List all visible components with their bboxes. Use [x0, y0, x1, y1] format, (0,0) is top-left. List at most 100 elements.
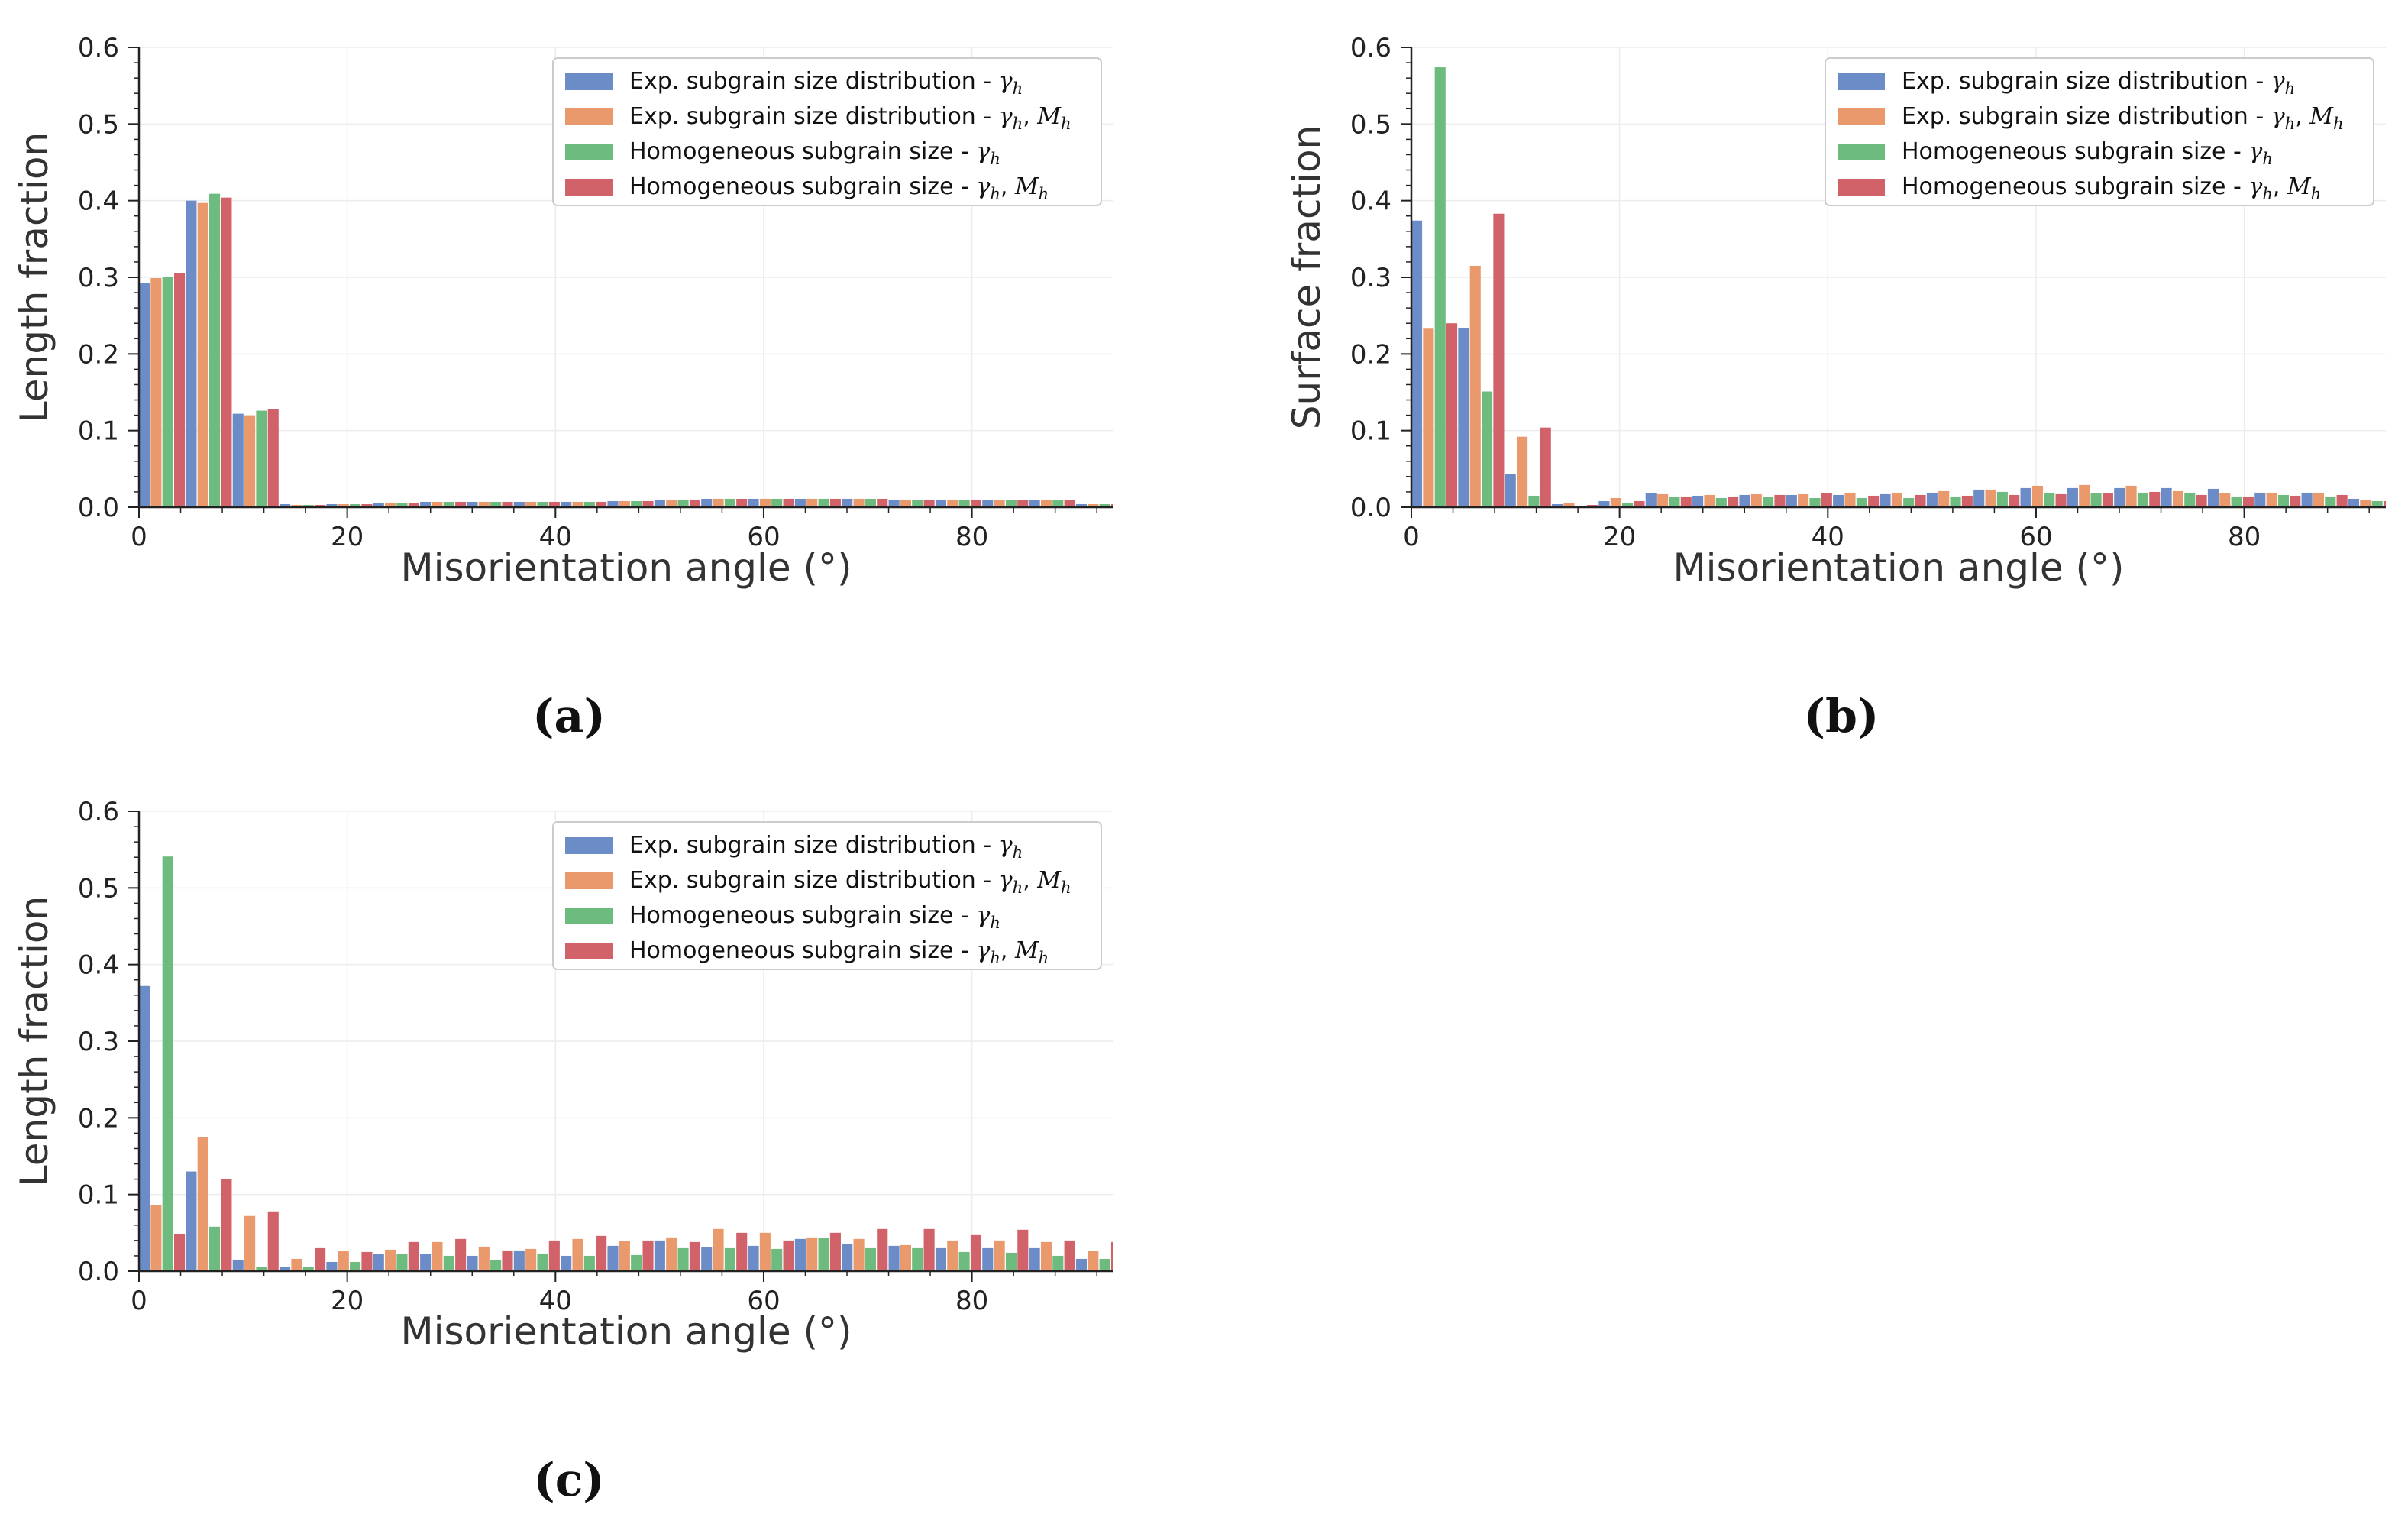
- bar: [2254, 492, 2266, 507]
- bar: [900, 1244, 911, 1271]
- bar: [748, 1245, 759, 1271]
- legend-swatch: [565, 872, 613, 889]
- x-tick-label: 80: [2228, 522, 2261, 552]
- legend-label: Exp. subgrain size distribution - γh​: [629, 832, 1023, 862]
- bar: [2313, 492, 2325, 507]
- y-tick-label: 0.4: [78, 186, 119, 217]
- bar: [853, 1238, 865, 1271]
- bar: [794, 498, 806, 507]
- legend-box: [552, 821, 1102, 970]
- bar: [1750, 493, 1762, 507]
- bar: [596, 501, 607, 507]
- bar: [1634, 500, 1645, 507]
- bar: [619, 1241, 630, 1271]
- bar: [677, 499, 689, 507]
- bar: [2266, 492, 2277, 507]
- y-tick-label: 0.3: [78, 1027, 119, 1057]
- y-axis-label: Length fraction: [12, 132, 57, 422]
- x-tick-label: 60: [747, 522, 780, 552]
- bar: [244, 1215, 256, 1271]
- bar: [478, 1246, 490, 1271]
- bar: [1704, 494, 1715, 507]
- bar: [1064, 500, 1075, 507]
- bar: [315, 504, 326, 507]
- bar: [197, 1137, 208, 1271]
- bar: [1856, 497, 1867, 507]
- bar: [818, 498, 829, 507]
- bar: [2102, 493, 2113, 507]
- bar: [162, 856, 173, 1271]
- y-tick-label: 0.2: [1350, 339, 1391, 370]
- bar: [2290, 495, 2301, 507]
- bar: [2031, 485, 2043, 507]
- bar: [865, 498, 876, 507]
- bar: [994, 1240, 1005, 1271]
- bar: [2149, 491, 2161, 507]
- legend: Exp. subgrain size distribution - γh​ Exp…: [1825, 57, 2374, 206]
- bar: [361, 1251, 373, 1271]
- bar: [982, 1247, 994, 1271]
- bar: [935, 499, 946, 507]
- bar: [1868, 495, 1880, 507]
- y-tick-label: 0.1: [1350, 416, 1391, 447]
- y-tick-label: 0.0: [78, 1257, 119, 1287]
- bar: [2277, 494, 2290, 507]
- bar: [829, 1232, 841, 1271]
- bar: [455, 1238, 467, 1271]
- x-axis-label: Misorientation angle (°): [400, 545, 852, 590]
- legend: Exp. subgrain size distribution - γh​ Exp…: [552, 57, 1102, 206]
- bar: [2348, 498, 2360, 507]
- bar: [2207, 488, 2219, 507]
- bar: [923, 499, 935, 507]
- bar: [2114, 487, 2125, 507]
- bar: [923, 1228, 935, 1271]
- y-tick-label: 0.0: [1350, 493, 1391, 523]
- bar: [888, 499, 900, 507]
- legend-swatch: [1838, 144, 1885, 160]
- bar: [2137, 492, 2148, 507]
- bar: [373, 502, 384, 507]
- bar: [2125, 485, 2137, 507]
- bar: [561, 501, 572, 507]
- bar: [1075, 1258, 1088, 1271]
- bar: [2301, 492, 2313, 507]
- bar: [947, 499, 958, 507]
- bar: [1996, 491, 2008, 507]
- bar: [736, 498, 748, 507]
- bar: [525, 501, 537, 507]
- bar: [548, 1240, 560, 1271]
- y-tick-label: 0.5: [78, 873, 119, 904]
- panel-caption: (a): [532, 690, 606, 743]
- bar: [1715, 497, 1727, 507]
- bar: [162, 276, 173, 507]
- bar: [2079, 484, 2090, 507]
- bar: [302, 504, 314, 507]
- bar: [783, 1240, 794, 1271]
- bar: [186, 1171, 197, 1271]
- bar: [1040, 1241, 1052, 1271]
- legend-swatch: [565, 144, 613, 160]
- bar: [631, 500, 642, 507]
- legend-box: [1825, 57, 2374, 206]
- bar: [1950, 496, 1961, 507]
- bar: [443, 501, 454, 507]
- bar: [1482, 391, 1493, 507]
- bar: [221, 197, 232, 507]
- bar: [1029, 1247, 1040, 1271]
- bar: [689, 499, 700, 507]
- legend-label: Homogeneous subgrain size - γh​: [1902, 138, 2273, 168]
- bar: [865, 1247, 876, 1271]
- bar: [1657, 493, 1669, 507]
- bar: [209, 1226, 221, 1271]
- bar: [1075, 503, 1088, 507]
- bar: [420, 501, 432, 507]
- bar: [877, 1228, 888, 1271]
- legend-label: Exp. subgrain size distribution - γh​, M…: [1902, 103, 2344, 133]
- y-axis-label: Length fraction: [12, 896, 57, 1186]
- y-tick-label: 0.3: [78, 263, 119, 293]
- bar: [2020, 487, 2031, 507]
- bar: [1540, 427, 1551, 507]
- bar: [1821, 493, 1832, 507]
- bar: [1809, 497, 1821, 507]
- bar: [783, 498, 794, 507]
